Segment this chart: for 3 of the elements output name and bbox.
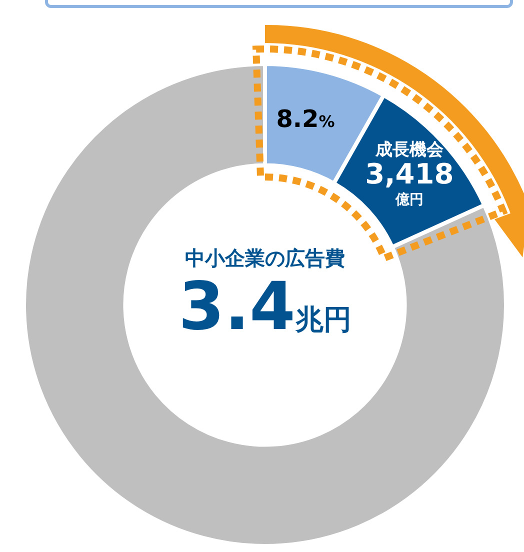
slice-label: 成長機会 [374, 140, 444, 160]
data-label: 8.2% [276, 105, 335, 134]
text: 3,418億円 [365, 158, 454, 208]
